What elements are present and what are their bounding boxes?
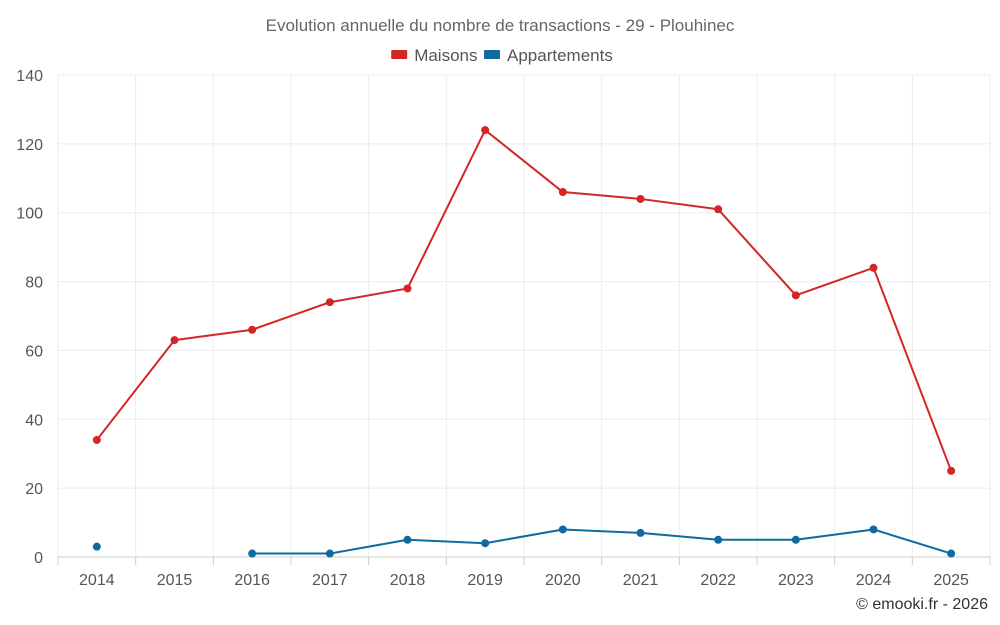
data-point[interactable] [325, 549, 334, 558]
data-point[interactable] [791, 291, 800, 300]
y-tick-label: 40 [25, 412, 43, 429]
x-tick-label: 2019 [467, 572, 503, 589]
x-tick-label: 2023 [778, 572, 814, 589]
legend-label: Maisons [414, 46, 477, 65]
data-point[interactable] [325, 298, 334, 307]
data-point[interactable] [248, 549, 257, 558]
data-point[interactable] [869, 263, 878, 272]
data-point[interactable] [92, 435, 101, 444]
series-line [252, 528, 952, 555]
data-point[interactable] [170, 336, 179, 345]
credit-text: © emooki.fr - 2026 [856, 596, 988, 613]
y-tick-label: 140 [16, 68, 43, 85]
data-point[interactable] [947, 466, 956, 475]
legend: Maisons Appartements [391, 46, 613, 65]
data-point[interactable] [248, 325, 257, 334]
legend-item-appartements[interactable]: Appartements [484, 46, 613, 65]
data-point[interactable] [481, 126, 490, 135]
data-point[interactable] [558, 188, 567, 197]
data-point[interactable] [481, 539, 490, 548]
axes: 0 20 40 60 80 100 120 140 2014 2015 2016 2017 2018 20… [16, 68, 991, 589]
legend-item-maisons[interactable]: Maisons [391, 46, 478, 65]
x-tick-label: 2016 [234, 572, 270, 589]
chart-title: Evolution annuelle du nombre de transact… [266, 16, 735, 35]
x-tick-label: 2015 [157, 572, 193, 589]
data-point[interactable] [403, 284, 412, 293]
series-maisons [92, 126, 956, 475]
x-tick-label: 2014 [79, 572, 115, 589]
x-tick-label: 2024 [856, 572, 892, 589]
legend-label: Appartements [507, 46, 613, 65]
data-point[interactable] [636, 194, 645, 203]
y-tick-label: 60 [25, 343, 43, 360]
y-tick-label: 120 [16, 137, 43, 154]
x-tick-label: 2020 [545, 572, 581, 589]
x-tick-label: 2021 [623, 572, 659, 589]
legend-swatch [391, 50, 408, 59]
data-point[interactable] [714, 205, 723, 214]
y-tick-label: 80 [25, 275, 43, 292]
x-tick-label: 2025 [933, 572, 969, 589]
data-point[interactable] [558, 525, 567, 534]
data-point[interactable] [714, 535, 723, 544]
x-tick-label: 2017 [312, 572, 348, 589]
series-layer [92, 126, 956, 558]
series-appartements [92, 525, 956, 558]
series-line [96, 129, 953, 472]
data-point[interactable] [869, 525, 878, 534]
data-point[interactable] [403, 535, 412, 544]
y-tick-label: 100 [16, 206, 43, 223]
data-point[interactable] [791, 535, 800, 544]
data-point[interactable] [92, 542, 101, 551]
y-tick-label: 0 [34, 550, 43, 567]
y-tick-label: 20 [25, 481, 43, 498]
data-point[interactable] [947, 549, 956, 558]
data-point[interactable] [636, 528, 645, 537]
x-tick-label: 2022 [700, 572, 736, 589]
grid [57, 74, 991, 558]
legend-swatch [484, 50, 500, 59]
x-tick-label: 2018 [390, 572, 426, 589]
